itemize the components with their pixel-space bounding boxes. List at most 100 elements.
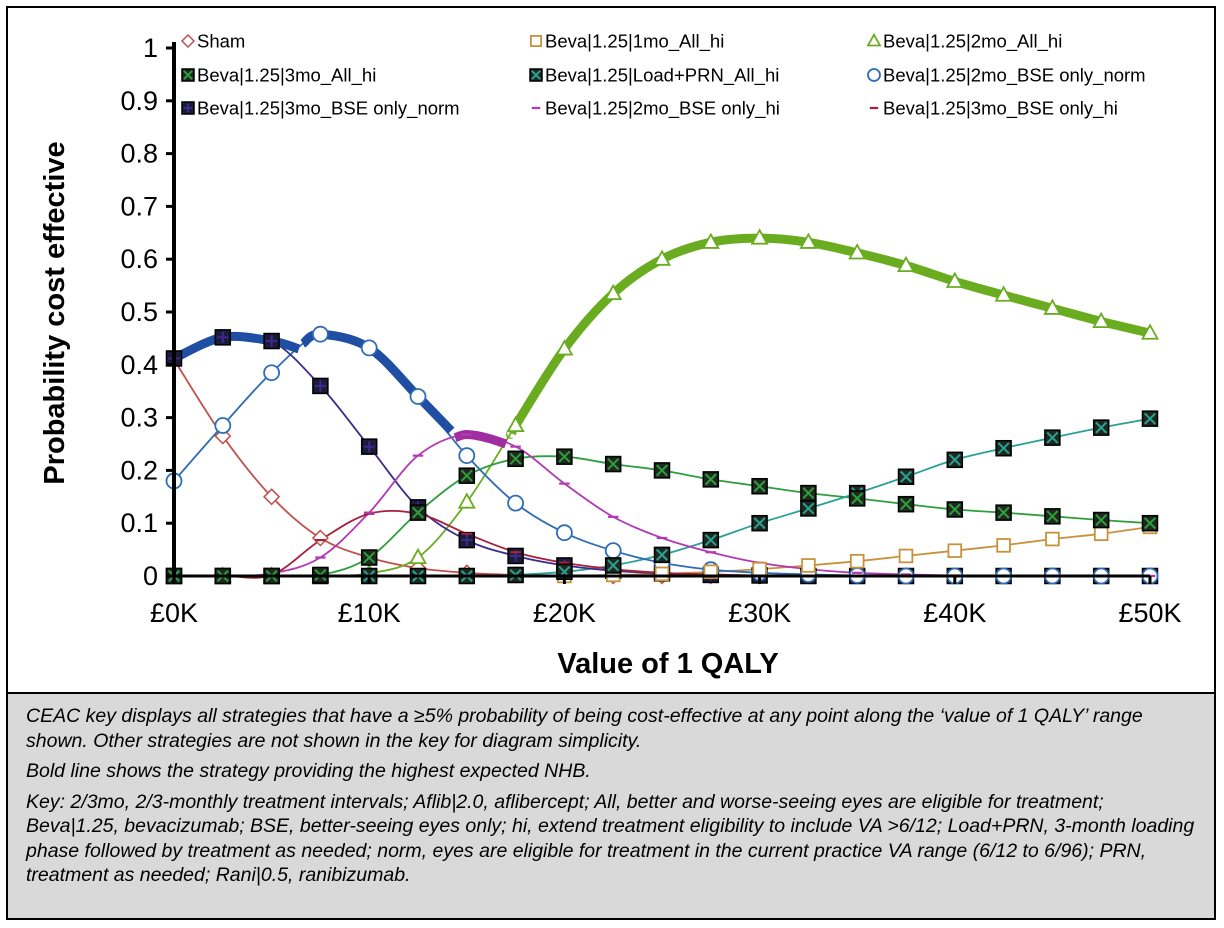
data-point [654, 566, 670, 582]
legend-entry-label: Beva|1.25|1mo_All_hi [545, 31, 724, 53]
data-point [799, 232, 818, 249]
legend-entry-label: Beva|1.25|3mo_All_hi [197, 65, 376, 87]
legend-entry-label: Beva|1.25|2mo_BSE only_hi [545, 98, 780, 120]
x-tick-label: £10K [338, 598, 401, 628]
legend-entry-label: Beva|1.25|2mo_All_hi [883, 31, 1062, 53]
data-point [848, 490, 866, 507]
data-point [1093, 526, 1109, 542]
data-point [947, 543, 963, 558]
data-point [360, 339, 378, 357]
data-point [1044, 429, 1061, 446]
data-point [458, 467, 476, 484]
data-point [457, 492, 476, 509]
data-point [800, 500, 817, 517]
data-point [702, 471, 720, 488]
y-tick-label: 0.2 [120, 455, 158, 485]
data-point [604, 542, 622, 560]
figure-frame: 0 0.1 0.2 0.3 0.4 0.5 0.6 0.7 0.8 0.9 1 £0K £10K £20K… [6, 6, 1216, 920]
data-point [1140, 323, 1160, 340]
data-point [458, 447, 476, 465]
data-point [604, 557, 622, 574]
legend-entry-label: Beva|1.25|Load+PRN_All_hi [545, 65, 779, 87]
data-point [604, 283, 623, 301]
y-tick-label: 0.9 [120, 86, 158, 116]
data-point [180, 33, 196, 49]
x-tick-label: £50K [1118, 598, 1181, 628]
data-point [1045, 531, 1060, 547]
data-point [458, 531, 476, 549]
x-tick-label: £20K [533, 598, 596, 628]
y-tick-label: 0.8 [120, 139, 158, 169]
y-tick-label: 0.3 [120, 403, 158, 433]
data-point [529, 68, 543, 82]
note-ceac-key: CEAC key displays all strategies that ha… [26, 705, 1143, 752]
optimal-strategy-line [453, 430, 508, 449]
data-point [181, 68, 195, 82]
data-point [1092, 419, 1110, 436]
data-point [848, 243, 867, 260]
legend-entry-label: Beva|1.25|3mo_BSE only_norm [197, 98, 460, 120]
ceac-chart: 0 0.1 0.2 0.3 0.4 0.5 0.6 0.7 0.8 0.9 1 £0K £10K £20K… [39, 31, 1182, 681]
data-point [946, 501, 964, 518]
data-point [994, 285, 1013, 302]
data-point [653, 546, 671, 564]
x-tick-label: £0K [150, 598, 198, 628]
data-point [530, 34, 543, 47]
data-point [751, 514, 768, 532]
data-point [849, 553, 865, 569]
data-point [214, 417, 232, 434]
data-point [653, 462, 671, 479]
data-point [263, 332, 280, 350]
data-point [1141, 410, 1159, 427]
data-point [214, 329, 232, 346]
data-point [751, 477, 768, 495]
data-point [181, 101, 195, 115]
data-point [1043, 298, 1062, 315]
optimal-strategy-line [172, 331, 301, 363]
optimal-strategy-line [506, 233, 1152, 439]
data-point [996, 538, 1011, 553]
y-tick-label: 0.5 [120, 297, 158, 327]
data-point [263, 488, 281, 506]
data-point [898, 548, 914, 564]
legend-entry-label: Beva|1.25|2mo_BSE only_norm [883, 65, 1146, 87]
data-point [801, 558, 816, 573]
y-tick-label: 0.1 [120, 508, 158, 538]
data-point [1092, 511, 1110, 529]
legend-entry-label: Beva|1.25|3mo_BSE only_hi [883, 98, 1118, 120]
data-point [507, 547, 524, 565]
y-tick-label: 0 [143, 561, 158, 591]
data-point [1141, 514, 1159, 532]
data-point [946, 451, 964, 469]
x-axis-title: Value of 1 QALY [557, 648, 778, 680]
data-point [750, 228, 769, 245]
data-point [409, 504, 427, 521]
data-point [752, 561, 767, 577]
data-point [800, 484, 817, 502]
data-point [897, 468, 915, 485]
data-point [866, 32, 882, 47]
data-point [556, 524, 573, 542]
legend-entry-label: Sham [197, 31, 245, 52]
data-point [506, 415, 525, 433]
data-point [312, 377, 329, 395]
note-abbreviation-key: Key: 2/3mo, 2/3-monthly treatment interv… [26, 790, 1195, 887]
data-point [897, 495, 915, 513]
data-point [604, 455, 622, 473]
data-point [995, 504, 1012, 521]
x-tick-label: £30K [728, 598, 791, 628]
data-point [507, 450, 524, 468]
data-point [701, 232, 720, 249]
data-point [263, 364, 281, 382]
y-tick-label: 0.6 [120, 244, 158, 274]
data-point [896, 255, 916, 273]
data-point [360, 438, 378, 455]
data-point [360, 549, 378, 566]
data-point [507, 494, 525, 512]
data-point [652, 249, 672, 266]
y-tick-label: 0.4 [120, 350, 158, 380]
data-point [409, 388, 427, 405]
y-axis-title: Probability cost effective [39, 141, 71, 484]
x-tick-label: £40K [923, 598, 986, 628]
data-point [556, 448, 573, 465]
